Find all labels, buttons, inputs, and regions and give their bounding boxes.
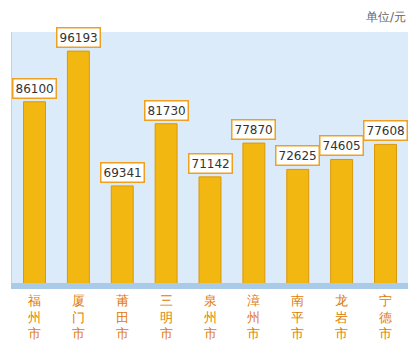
svg-text:81730: 81730 xyxy=(148,104,186,118)
svg-text:福州市: 福州市 xyxy=(28,293,41,342)
svg-text:86100: 86100 xyxy=(16,82,54,96)
svg-text:71142: 71142 xyxy=(192,157,230,171)
svg-text:南平市: 南平市 xyxy=(291,293,304,342)
svg-text:77608: 77608 xyxy=(367,124,405,138)
svg-text:77870: 77870 xyxy=(235,123,273,137)
svg-text:厦门市: 厦门市 xyxy=(72,293,85,342)
svg-text:宁德市: 宁德市 xyxy=(379,293,392,342)
svg-text:漳州市: 漳州市 xyxy=(247,293,260,342)
svg-text:龙岩市: 龙岩市 xyxy=(335,293,348,342)
svg-text:69341: 69341 xyxy=(104,166,142,180)
svg-text:单位/元: 单位/元 xyxy=(366,10,406,24)
svg-text:72625: 72625 xyxy=(279,149,317,163)
svg-text:莆田市: 莆田市 xyxy=(116,293,129,342)
svg-text:74605: 74605 xyxy=(323,139,361,153)
svg-text:三明市: 三明市 xyxy=(160,293,173,342)
svg-text:96193: 96193 xyxy=(60,31,98,45)
svg-text:泉州市: 泉州市 xyxy=(204,293,217,342)
